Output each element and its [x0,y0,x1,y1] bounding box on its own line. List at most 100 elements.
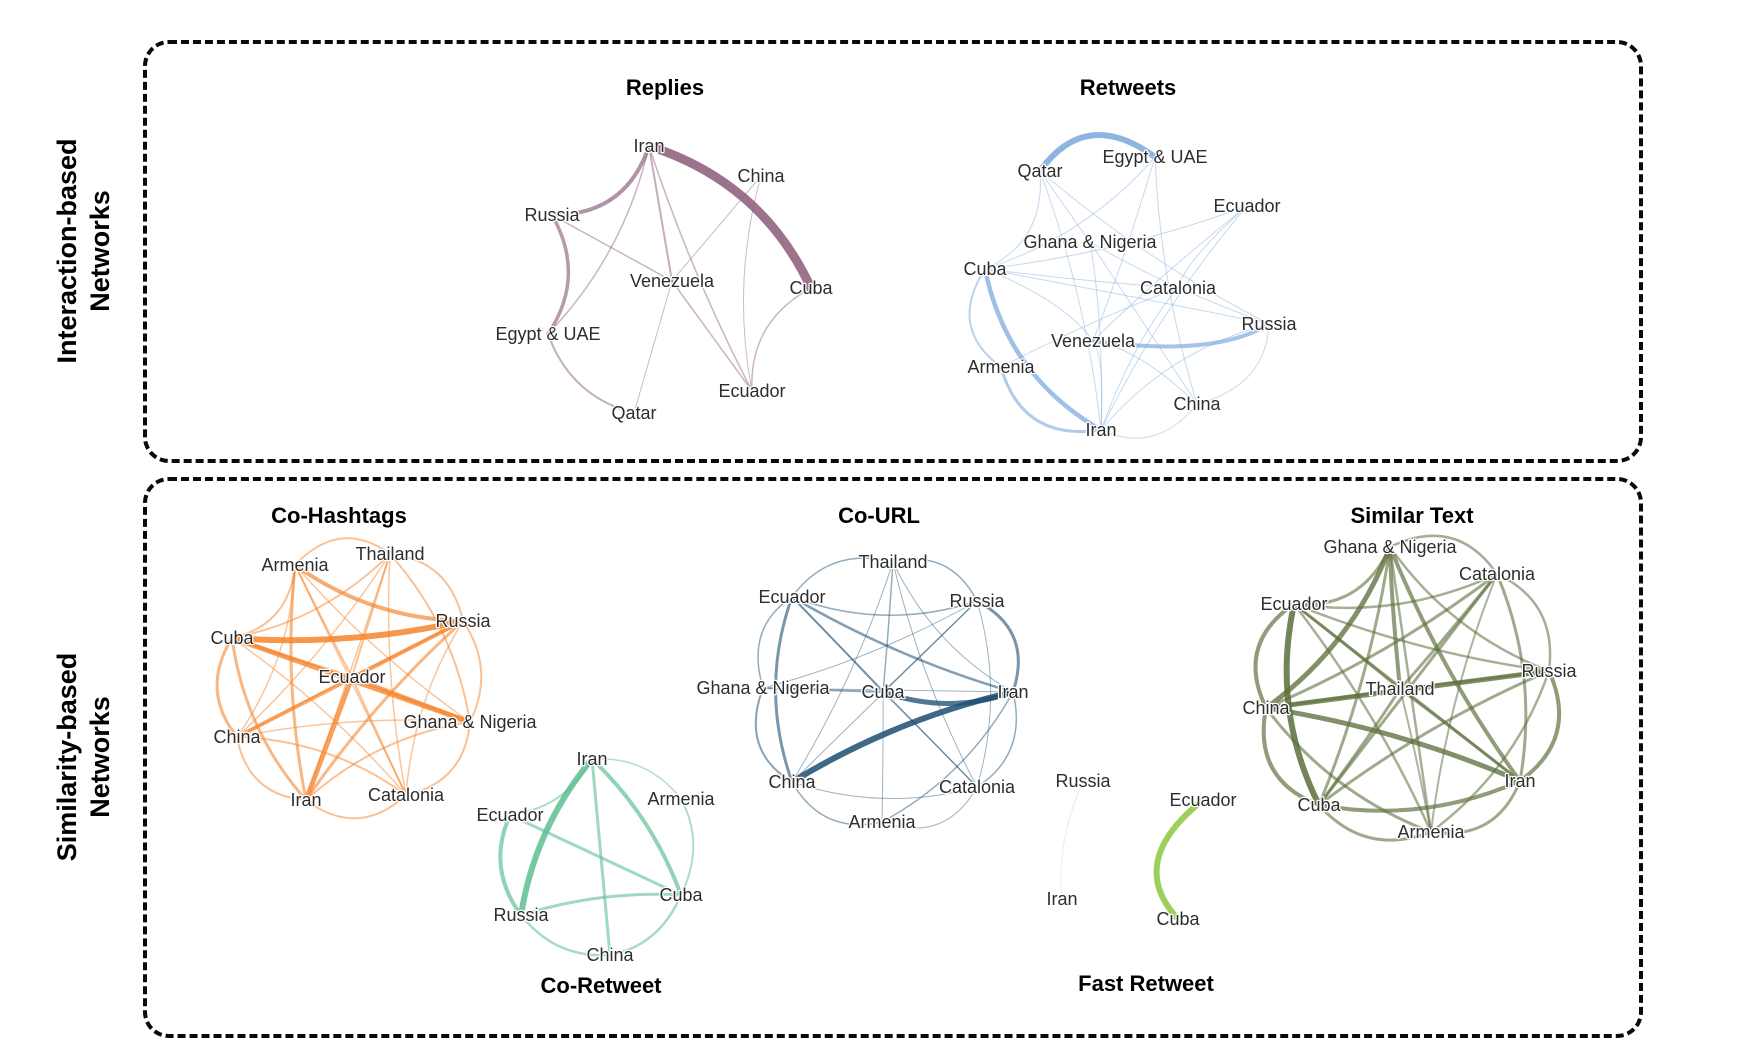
network-edge [231,637,407,796]
network-edge [590,757,683,897]
network-edge [1153,797,1206,922]
node-label: Russia [949,591,1005,611]
network-edge [742,175,762,392]
network-edge [984,170,1041,270]
network-title-co-retweet: Co-Retweet [540,973,662,998]
node-label: Iran [633,136,664,156]
network-edge [236,736,307,801]
network-edge [1388,534,1499,576]
network-edge [791,781,883,826]
network-edge [648,145,673,282]
network-title-fast-retweet: Fast Retweet [1078,971,1214,996]
network-edge [236,736,407,796]
network-edge [304,619,465,802]
network-edge [1039,170,1091,243]
network-edge [387,553,407,796]
network-edge [1518,669,1562,783]
network-edge [984,205,1248,270]
network-edge [519,913,612,957]
network-edge [591,758,682,800]
network-edge [1039,170,1102,431]
network-edge [1264,572,1499,710]
network-edge [1039,170,1270,325]
network-edge [791,781,978,800]
network-edge [230,636,308,802]
network-edge [984,268,1179,289]
network-edge [882,561,894,693]
network-title-co-hashtags: Co-Hashtags [271,503,407,528]
network-edge [351,553,391,678]
network-edge [791,561,894,783]
network-edge [648,145,753,392]
network-edge [984,268,1094,342]
network-edge [1398,669,1551,691]
network-title-retweets: Retweets [1079,75,1177,100]
network-edge [982,266,1104,433]
network-edge [405,620,464,796]
network-edge [1317,687,1402,807]
node-label: Iran [997,682,1028,702]
network-edge [791,596,884,693]
network-edge [1263,544,1393,711]
network-edge [671,280,753,392]
network-edge [1089,241,1198,405]
node-label: Catalonia [1140,278,1217,298]
network-edge [881,691,1014,823]
network-edge [892,561,1014,693]
network-edge [1196,323,1270,405]
node-label: China [1242,698,1290,718]
node-label: Qatar [1017,161,1062,181]
network-edge [294,537,391,566]
node-label: Ecuador [718,381,785,401]
network-edge [350,619,465,679]
node-label: China [737,166,785,186]
network-edge [1429,669,1551,834]
node-label: Russia [493,905,549,925]
network-edge [644,141,816,293]
node-label: Ghana & Nigeria [403,712,537,732]
node-label: Thailand [858,552,927,572]
node-label: Armenia [647,789,715,809]
network-edge [1292,572,1499,610]
network-edge [1292,545,1392,607]
network-edge [984,156,1156,270]
network-edge [236,564,296,738]
network-edge [1089,241,1270,325]
network-edge [389,553,471,723]
node-label: Ghana & Nigeria [696,678,830,698]
node-label: Egypt & UAE [495,324,600,344]
network-edge [1100,323,1270,431]
network-edge [1292,602,1551,673]
network-edge [1177,205,1248,289]
network-edge [789,689,1016,785]
network-edge [791,596,978,616]
node-label: Cuba [789,278,833,298]
node-label: Iran [290,790,321,810]
node-label: Venezuela [1051,331,1136,351]
network-edge [791,600,978,783]
network-edge [1261,706,1321,807]
network-edge [1317,803,1433,842]
network-edge [1429,779,1522,835]
panel-interaction-based [143,40,1643,463]
node-label: Cuba [659,885,703,905]
node-label: Iran [1046,889,1077,909]
node-label: Catalonia [368,785,445,805]
node-label: Ghana & Nigeria [1023,232,1157,252]
node-label: Cuba [210,628,254,648]
node-label: Thailand [1365,679,1434,699]
network-edge [984,268,1270,325]
network-edge [462,620,483,723]
network-edge [546,213,571,336]
network-edge [509,758,593,816]
node-label: Iran [1085,420,1116,440]
network-edge [1495,572,1528,783]
network-title-similar-text: Similar Text [1350,503,1474,528]
node-label: Iran [1504,771,1535,791]
network-edge [976,691,1017,788]
node-label: Catalonia [939,777,1016,797]
network-title-replies: Replies [625,75,705,100]
node-label: Ecuador [1169,790,1236,810]
network-edge [294,564,353,678]
network-edge [1317,545,1392,807]
